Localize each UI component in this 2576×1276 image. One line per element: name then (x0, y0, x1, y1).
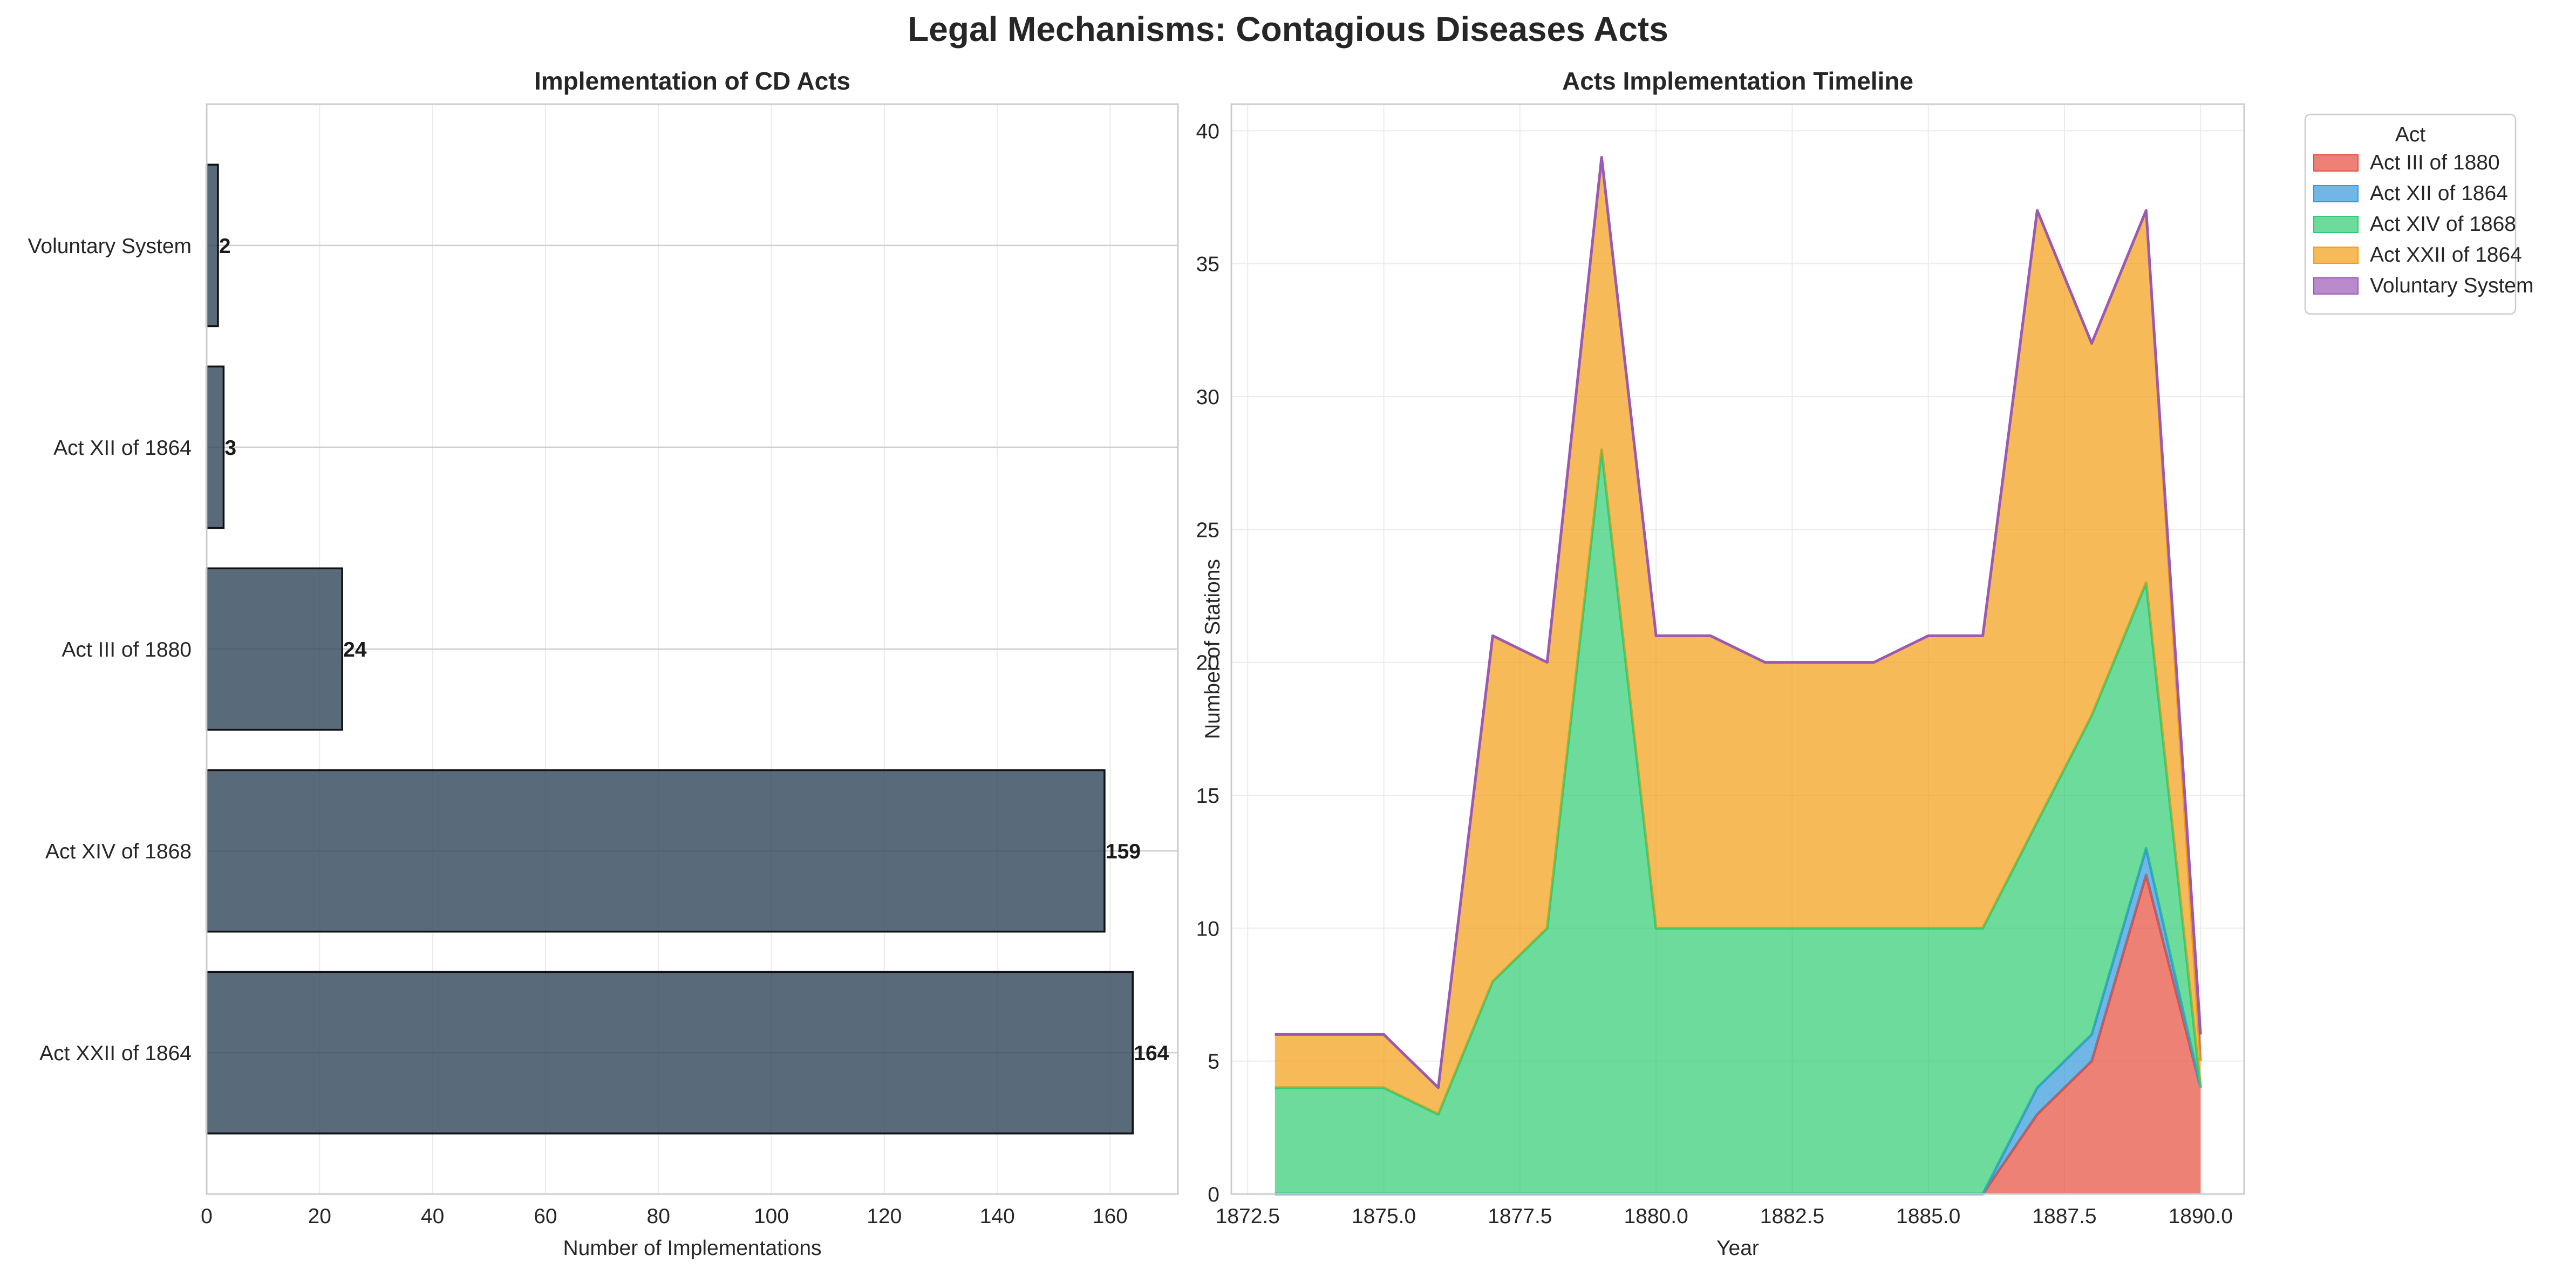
legend-label: Act XII of 1864 (2370, 182, 2508, 205)
bar-value-label: 159 (1106, 840, 1141, 863)
area-act-xxii-of-1864 (1275, 157, 2201, 1115)
bar-value-label: 164 (1134, 1042, 1169, 1065)
bar-act-xiv-of-1868 (206, 769, 1106, 933)
y-tick-label: Act III of 1880 (62, 638, 192, 661)
y-tick-label: 10 (1196, 917, 1219, 940)
x-tick-label: 1880.0 (1624, 1205, 1688, 1228)
area-act-iii-of-1880 (1275, 875, 2201, 1194)
implementation-bar-chart: 164 159 24 3 2 Act XXII of 1864 Act XIV of 186… (28, 67, 1179, 1260)
y-tick-label: 30 (1196, 386, 1219, 409)
chart-title: Acts Implementation Timeline (1562, 67, 1913, 95)
x-axis-label: Year (1716, 1237, 1759, 1260)
x-tick-label: 80 (647, 1205, 670, 1228)
legend: Act Act III of 1880 Act XII of 1864 Act XIV… (2304, 113, 2533, 315)
y-tick-label: 0 (1208, 1183, 1219, 1206)
y-tick-label: 40 (1196, 120, 1219, 143)
x-tick-label: 60 (534, 1205, 557, 1228)
y-tick-label: 15 (1196, 784, 1219, 808)
area-act-xiv-of-1868 (1275, 449, 2201, 1194)
y-tick-label: Voluntary System (28, 235, 192, 258)
legend-swatch (2313, 247, 2359, 264)
x-tick-label: 1885.0 (1896, 1205, 1960, 1228)
bar-act-xxii-of-1864 (206, 971, 1134, 1135)
x-axis-label: Number of Implementations (563, 1237, 821, 1260)
legend-label: Act III of 1880 (2370, 151, 2500, 174)
x-tick-label: 40 (421, 1205, 444, 1228)
y-tick-label: 35 (1196, 253, 1219, 276)
x-tick-label: 1887.5 (2032, 1205, 2096, 1228)
bar-value-label: 3 (224, 436, 236, 460)
x-tick-label: 160 (1093, 1205, 1128, 1228)
x-tick-label: 1875.0 (1352, 1205, 1416, 1228)
y-tick-label: 20 (1196, 652, 1219, 675)
x-tick-label: 1882.5 (1760, 1205, 1824, 1228)
legend-title: Act (2395, 123, 2426, 146)
plot-frame (206, 103, 1179, 1195)
figure-title: Legal Mechanisms: Contagious Diseases Ac… (908, 10, 1668, 49)
x-tick-label: 100 (754, 1205, 789, 1228)
y-tick-label: 5 (1208, 1050, 1219, 1074)
bar-value-label: 2 (219, 235, 231, 258)
x-tick-label: 120 (867, 1205, 902, 1228)
legend-swatch (2313, 216, 2359, 233)
y-tick-label: Act XII of 1864 (53, 436, 192, 460)
bar-value-label: 24 (343, 638, 367, 661)
y-tick-label: Act XIV of 1868 (45, 840, 192, 863)
plot-frame (1230, 103, 2245, 1195)
timeline-area-chart: 0 5 10 15 20 25 30 35 40 1872.5 1875.0 1877.5 1880.0… (1196, 67, 2245, 1260)
legend-label: Voluntary System (2370, 274, 2533, 297)
y-tick-label: Act XXII of 1864 (39, 1042, 192, 1065)
legend-swatch (2313, 154, 2359, 172)
y-tick-label: 25 (1196, 518, 1219, 542)
bar-act-xii-of-1864 (206, 365, 225, 529)
line-voluntary-system (1275, 156, 2202, 1089)
y-axis-label: Number of Stations (1201, 559, 1224, 739)
bar-voluntary-system (206, 163, 219, 327)
x-tick-label: 1872.5 (1216, 1205, 1280, 1228)
x-tick-label: 1877.5 (1488, 1205, 1552, 1228)
chart-title: Implementation of CD Acts (534, 67, 850, 95)
x-tick-label: 140 (980, 1205, 1015, 1228)
legend-swatch (2313, 277, 2359, 295)
bar-act-iii-of-1880 (206, 567, 343, 731)
legend-label: Act XXII of 1864 (2370, 243, 2522, 267)
legend-swatch (2313, 185, 2359, 202)
x-tick-label: 20 (308, 1205, 331, 1228)
legend-label: Act XIV of 1868 (2370, 213, 2516, 236)
x-tick-label: 0 (201, 1205, 213, 1228)
line-act-xiv-of-1868 (1275, 448, 2202, 1116)
x-tick-label: 1890.0 (2169, 1205, 2233, 1228)
